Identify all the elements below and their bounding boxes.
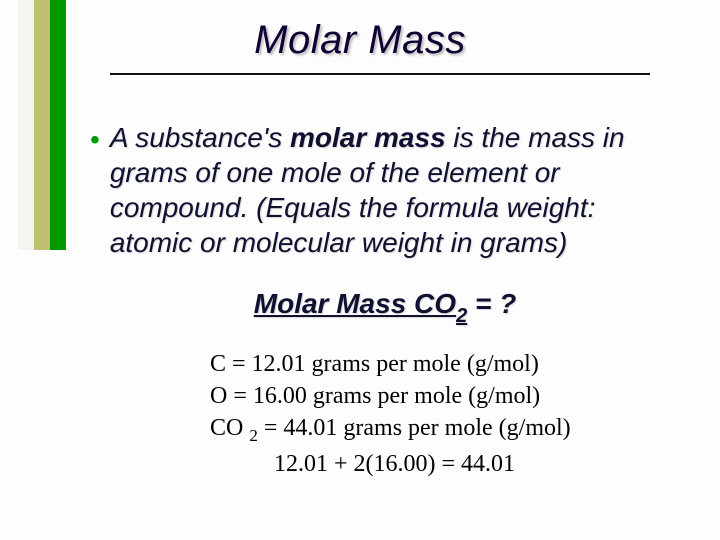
slide: Molar Mass • A substance's molar mass is… xyxy=(0,0,720,540)
calc-line-3-post: = 44.01 grams per mole (g/mol) xyxy=(258,415,571,441)
calc-line-3-pre: CO xyxy=(210,415,249,441)
formula-tail: = ? xyxy=(467,288,516,319)
formula-subscript: 2 xyxy=(456,305,467,327)
slide-body: • A substance's molar mass is the mass i… xyxy=(90,120,680,481)
bullet-prefix: A substance's xyxy=(110,122,290,153)
calc-line-2: O = 16.00 grams per mole (g/mol) xyxy=(210,380,680,412)
title-block: Molar Mass xyxy=(0,18,720,75)
calc-line-1: C = 12.01 grams per mole (g/mol) xyxy=(210,348,680,380)
bullet-marker: • xyxy=(90,122,100,158)
bullet-bold: molar mass xyxy=(290,122,446,153)
calculation-block: C = 12.01 grams per mole (g/mol) O = 16.… xyxy=(210,348,680,481)
calc-line-3: CO 2 = 44.01 grams per mole (g/mol) xyxy=(210,412,680,448)
bullet-item: • A substance's molar mass is the mass i… xyxy=(90,120,680,260)
bullet-text: A substance's molar mass is the mass in … xyxy=(110,120,680,260)
calc-line-4: 12.01 + 2(16.00) = 44.01 xyxy=(210,448,680,480)
calc-line-3-sub: 2 xyxy=(249,426,258,445)
slide-title: Molar Mass xyxy=(0,18,720,63)
formula-label: Molar Mass CO xyxy=(254,288,456,319)
formula-line: Molar Mass CO2 = ? xyxy=(90,288,680,326)
title-underline xyxy=(110,73,650,75)
